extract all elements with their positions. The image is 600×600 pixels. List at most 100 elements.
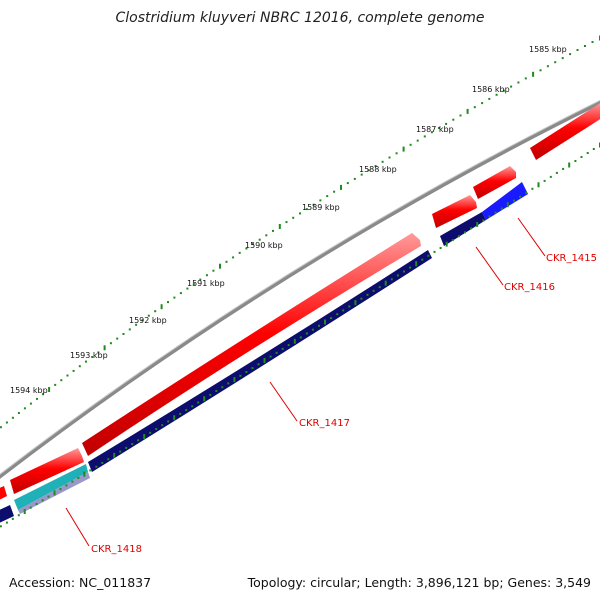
scale-minor-tick <box>285 221 288 224</box>
scale-minor-tick <box>409 266 412 269</box>
scale-minor-tick <box>546 65 549 68</box>
leader-ckr-1418 <box>65 507 90 547</box>
scale-minor-tick <box>409 143 412 146</box>
scale-minor-tick <box>574 160 577 162</box>
scale-minor-tick <box>107 458 110 461</box>
scale-major-tick <box>23 509 26 514</box>
scale-minor-tick <box>525 191 528 194</box>
scale-minor-tick <box>500 207 503 210</box>
genome-summary-text: Topology: circular; Length: 3,896,121 bp… <box>247 575 591 590</box>
scale-minor-tick <box>41 499 44 502</box>
scale-minor-tick <box>272 229 274 232</box>
scale-major-tick <box>402 146 405 152</box>
scale-tick-label: 1592 kbp <box>129 316 167 325</box>
scale-major-tick <box>466 108 469 114</box>
scale-major-tick <box>354 300 357 306</box>
scale-tick-label: 1590 kbp <box>245 241 283 250</box>
scale-minor-tick <box>330 317 333 320</box>
scale-minor-tick <box>125 446 128 449</box>
scale-minor-tick <box>179 412 182 415</box>
scale-minor-tick <box>97 351 100 354</box>
scale-major-tick <box>219 263 221 269</box>
scale-major-tick <box>415 261 418 267</box>
scale-minor-tick <box>427 254 430 257</box>
forward-feature-1415 <box>473 166 516 199</box>
scale-minor-tick <box>186 287 189 290</box>
scale-minor-tick <box>519 195 522 198</box>
scale-minor-tick <box>439 247 442 249</box>
scale-minor-tick <box>269 355 272 358</box>
scale-major-tick <box>48 387 51 392</box>
scale-tick-label: 1589 kbp <box>302 203 340 212</box>
scale-minor-tick <box>47 495 50 498</box>
scale-minor-tick <box>569 53 572 56</box>
scale-major-tick <box>568 162 571 168</box>
scale-minor-tick <box>459 114 462 117</box>
scale-minor-tick <box>135 323 138 326</box>
scale-minor-tick <box>197 401 200 404</box>
scale-minor-tick <box>346 182 349 185</box>
scale-minor-tick <box>191 405 194 408</box>
scale-minor-tick <box>141 319 144 322</box>
scale-minor-tick <box>257 363 260 366</box>
scale-minor-tick <box>470 227 473 230</box>
scale-minor-tick <box>326 195 329 198</box>
scale-minor-tick <box>232 256 235 259</box>
scale-minor-tick <box>494 211 497 214</box>
scale-minor-tick <box>101 461 104 464</box>
scale-minor-tick <box>252 243 254 246</box>
scale-minor-tick <box>17 514 20 517</box>
scale-minor-tick <box>372 289 375 292</box>
scale-minor-tick <box>312 203 315 206</box>
scale-minor-tick <box>29 506 32 509</box>
scale-minor-tick <box>95 465 98 468</box>
scale-minor-tick <box>502 89 505 92</box>
scale-minor-tick <box>149 431 152 434</box>
scale-minor-tick <box>167 301 169 304</box>
scale-tick-label: 1593 kbp <box>70 351 108 360</box>
scale-minor-tick <box>238 251 241 254</box>
scale-major-tick <box>113 452 116 458</box>
scale-minor-tick <box>576 49 579 51</box>
scale-minor-tick <box>128 328 131 331</box>
scale-minor-tick <box>29 402 32 405</box>
gene-label-ckr-1415: CKR_1415 <box>546 253 597 264</box>
scale-minor-tick <box>281 347 284 350</box>
scale-minor-tick <box>416 139 419 142</box>
scale-minor-tick <box>155 428 158 430</box>
forward-feature-next <box>530 103 600 160</box>
scale-minor-tick <box>72 369 75 372</box>
scale-minor-tick <box>539 69 542 72</box>
scale-major-tick <box>173 415 176 421</box>
scale-minor-tick <box>353 177 356 180</box>
gene-label-ckr-1416: CKR_1416 <box>504 282 555 293</box>
scale-minor-tick <box>318 324 320 327</box>
scale-minor-tick <box>0 426 2 429</box>
scale-minor-tick <box>205 274 208 277</box>
scale-tick-label: 1594 kbp <box>10 386 48 395</box>
scale-minor-tick <box>336 313 339 316</box>
gene-label-ckr-1418: CKR_1418 <box>91 544 142 555</box>
scale-minor-tick <box>122 333 125 335</box>
scale-minor-tick <box>421 258 424 261</box>
scale-minor-tick <box>531 187 534 190</box>
scale-major-tick <box>293 338 296 344</box>
scale-minor-tick <box>209 393 212 396</box>
scale-minor-tick <box>561 57 564 60</box>
scale-minor-tick <box>11 416 14 419</box>
scale-major-tick <box>476 221 479 227</box>
scale-minor-tick <box>185 409 188 412</box>
scale-minor-tick <box>360 297 363 300</box>
scale-minor-tick <box>251 367 254 370</box>
scale-minor-tick <box>11 517 14 520</box>
scale-minor-tick <box>258 238 261 241</box>
scale-minor-tick <box>423 135 426 138</box>
scale-minor-tick <box>495 93 498 96</box>
leader-ckr-1415 <box>517 217 546 257</box>
map-title: Clostridium kluyveri NBRC 12016, complet… <box>115 10 485 26</box>
scale-minor-tick <box>464 231 466 234</box>
scale-major-tick <box>506 202 509 208</box>
scale-minor-tick <box>59 488 62 491</box>
scale-minor-tick <box>319 199 322 202</box>
